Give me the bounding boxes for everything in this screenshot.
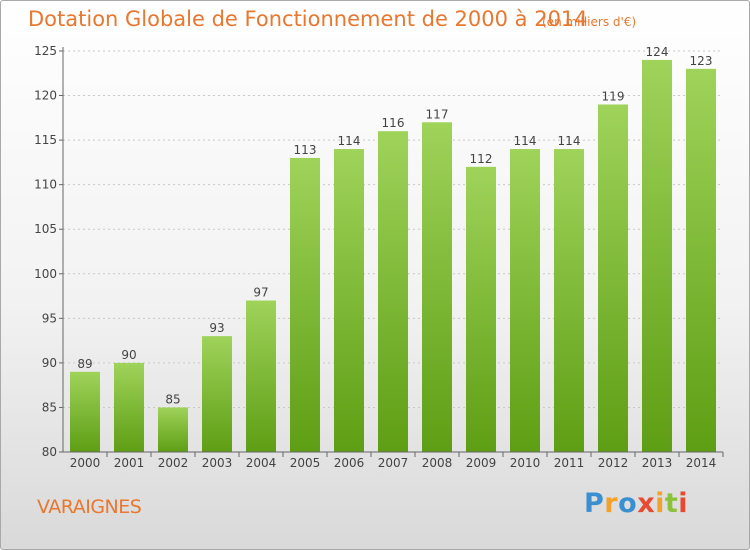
axes: 80 85 90 95 100 105 110 115 120 125 2000 2001 2002 20…: [34, 44, 724, 470]
x-tick-label: 2006: [334, 456, 365, 470]
x-tick-label: 2001: [114, 456, 145, 470]
logo-letter: i: [655, 488, 665, 519]
data-label: 113: [294, 143, 317, 157]
y-tick-label: 110: [34, 178, 57, 192]
chart-subtitle: (en milliers d'€): [542, 15, 637, 29]
bar-2002: [158, 407, 188, 452]
bar-2012: [598, 104, 628, 452]
data-label: 124: [646, 45, 669, 59]
x-tick-label: 2013: [642, 456, 673, 470]
logo-letter: x: [637, 488, 656, 519]
bar-2005: [290, 157, 320, 452]
data-label: 123: [690, 54, 713, 68]
x-tick-label: 2011: [554, 456, 585, 470]
x-tick-label: 2009: [466, 456, 497, 470]
y-tick-label: 125: [34, 44, 57, 58]
y-tick-label: 105: [34, 222, 57, 236]
data-labels: 89 90 85 93 97 113 114 116 117 112 114 114 119 124 123: [77, 45, 712, 407]
x-tick-label: 2002: [158, 456, 189, 470]
bar-2003: [202, 336, 232, 452]
x-tick-label: 2008: [422, 456, 453, 470]
data-label: 114: [558, 134, 581, 148]
y-tick-label: 95: [42, 311, 57, 325]
bar-2010: [510, 149, 540, 452]
y-tick-label: 90: [42, 356, 57, 370]
x-tick-label: 2004: [246, 456, 277, 470]
bar-2004: [246, 300, 276, 452]
x-tick-label: 2007: [378, 456, 409, 470]
data-label: 117: [426, 107, 449, 121]
bar-2009: [466, 166, 496, 452]
data-label: 112: [470, 152, 493, 166]
logo-letter: P: [584, 488, 605, 519]
data-label: 114: [338, 134, 361, 148]
data-label: 119: [602, 89, 625, 103]
data-label: 97: [253, 286, 268, 300]
logo-letter: t: [664, 488, 679, 519]
data-label: 89: [77, 357, 92, 371]
logo-letter: i: [678, 488, 689, 519]
y-tick-label: 120: [34, 89, 57, 103]
x-tick-label: 2012: [598, 456, 629, 470]
commune-name: VARAIGNES: [37, 496, 142, 518]
data-label: 90: [121, 348, 136, 362]
y-tick-label: 100: [34, 267, 57, 281]
y-tick-label: 115: [34, 133, 57, 147]
x-tick-label: 2005: [290, 456, 321, 470]
data-label: 93: [209, 321, 224, 335]
y-tick-label: 85: [42, 400, 57, 414]
bar-2013: [642, 59, 672, 453]
x-tick-label: 2000: [70, 456, 101, 470]
bar-2008: [422, 122, 452, 453]
x-tick-label: 2014: [686, 456, 717, 470]
x-tick-label: 2010: [510, 456, 541, 470]
bar-2014: [686, 68, 716, 453]
bar-2006: [334, 149, 364, 452]
bars: [70, 59, 716, 453]
bar-2000: [70, 371, 100, 452]
y-tick-label: 80: [42, 445, 57, 459]
bar-2011: [554, 149, 584, 452]
data-label: 116: [382, 116, 405, 130]
bar-2007: [378, 131, 408, 452]
proxiti-logo: Proxiti: [584, 488, 688, 519]
bar-2001: [114, 362, 144, 452]
data-label: 85: [165, 392, 180, 406]
data-label: 114: [514, 134, 537, 148]
logo-letter: o: [618, 488, 638, 519]
logo-letter: r: [604, 488, 619, 519]
x-tick-label: 2003: [202, 456, 233, 470]
chart-title: Dotation Globale de Fonctionnement de 20…: [28, 7, 588, 31]
